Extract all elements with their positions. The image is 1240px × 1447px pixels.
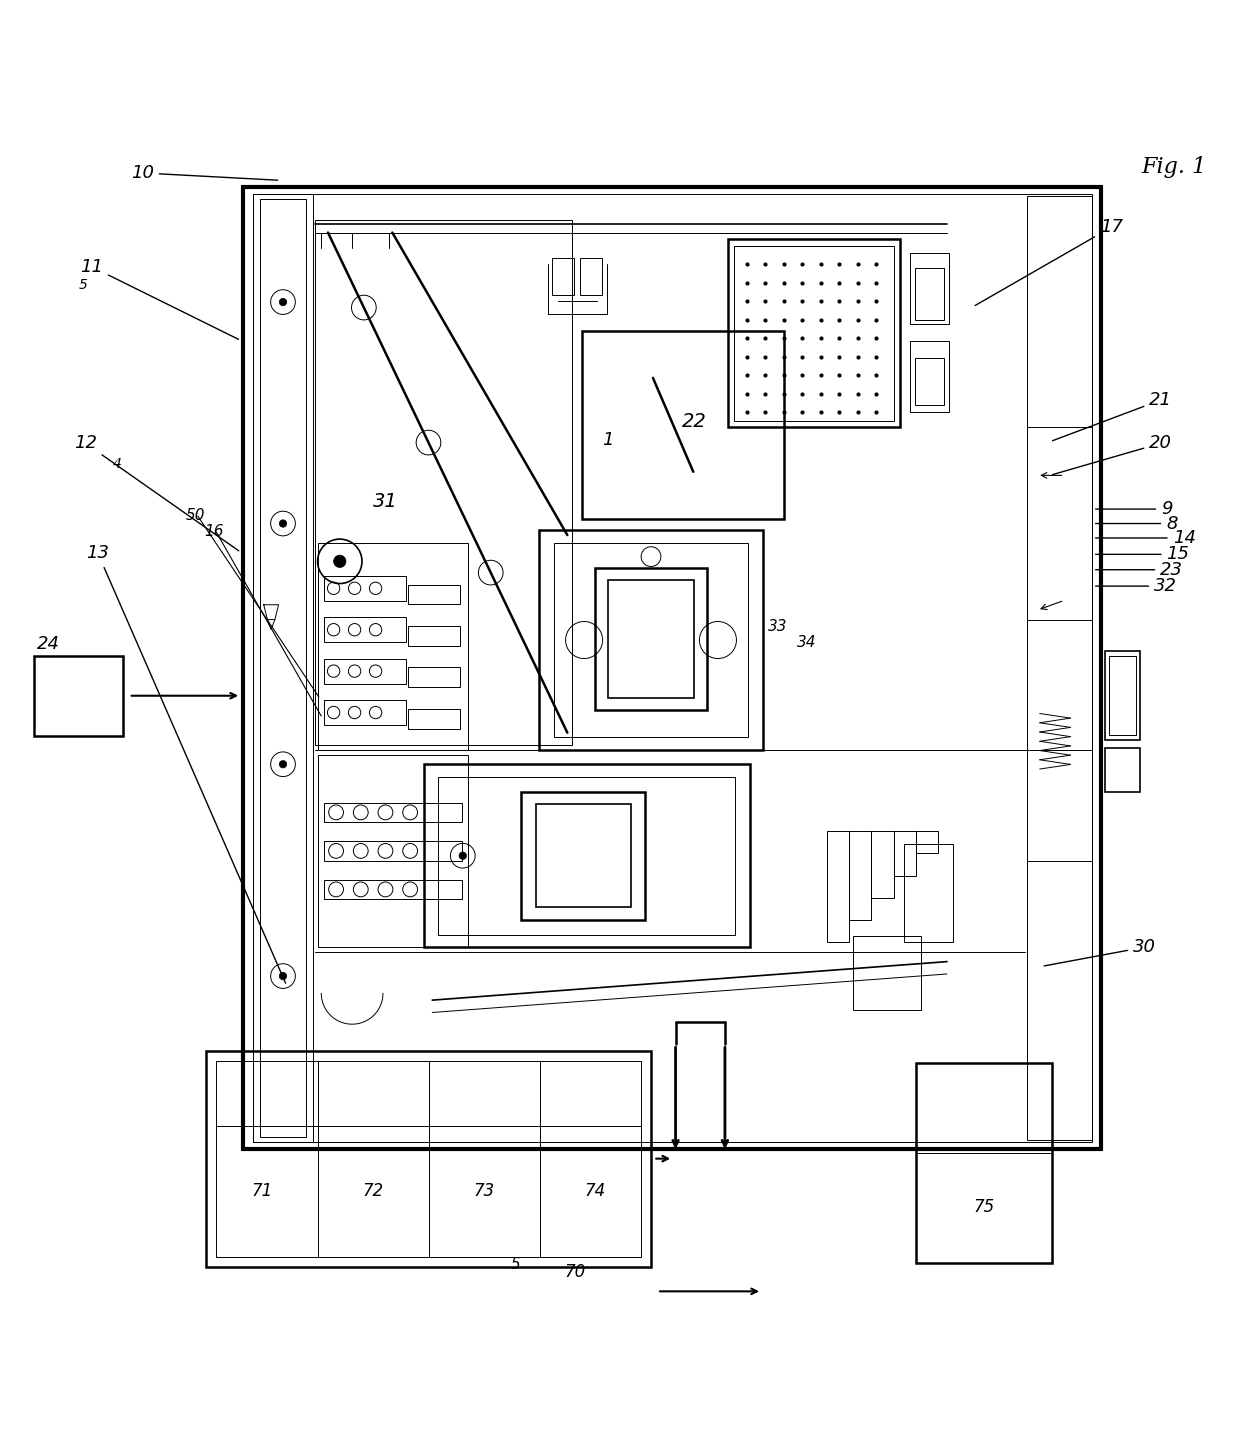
Bar (408, 627, 460, 645)
Bar (324, 841, 461, 861)
Bar (259, 198, 306, 1137)
Bar (915, 357, 944, 405)
Text: 32: 32 (1096, 577, 1177, 595)
Text: 33: 33 (768, 619, 787, 634)
Text: 73: 73 (474, 1182, 495, 1200)
Bar (439, 777, 735, 935)
Bar (904, 844, 954, 942)
Circle shape (459, 852, 466, 860)
Bar (1105, 651, 1140, 741)
Bar (916, 1064, 1052, 1263)
Bar (728, 239, 900, 427)
Text: 15: 15 (1096, 546, 1189, 563)
Text: 14: 14 (1096, 530, 1195, 547)
Bar (1028, 197, 1091, 1139)
Circle shape (279, 298, 286, 305)
Circle shape (279, 519, 286, 527)
Bar (580, 258, 603, 295)
Bar (916, 831, 937, 854)
Text: 23: 23 (1096, 561, 1183, 579)
Bar (315, 220, 573, 745)
Bar (317, 754, 467, 948)
Bar (1105, 748, 1140, 792)
Text: 31: 31 (373, 492, 398, 511)
Text: 17: 17 (975, 218, 1122, 305)
Bar (552, 258, 574, 295)
Circle shape (279, 761, 286, 768)
Bar (595, 567, 707, 710)
Bar (33, 655, 123, 737)
Text: 20: 20 (1053, 434, 1172, 475)
Bar (324, 803, 461, 822)
Bar (424, 764, 750, 948)
Text: 22: 22 (682, 411, 707, 431)
Bar (324, 700, 407, 725)
Bar (910, 341, 949, 412)
Bar (216, 1061, 641, 1257)
Text: 5: 5 (510, 1256, 520, 1272)
Bar (408, 585, 460, 605)
Text: 21: 21 (1053, 391, 1172, 441)
Text: 34: 34 (796, 635, 816, 650)
Bar (324, 618, 407, 642)
Bar (539, 530, 763, 750)
Bar (583, 331, 784, 518)
Text: 5: 5 (78, 278, 88, 292)
Text: 30: 30 (1044, 938, 1156, 967)
Bar (207, 1051, 651, 1266)
Bar (408, 709, 460, 729)
Text: 71: 71 (252, 1182, 273, 1200)
Text: 16: 16 (205, 524, 223, 538)
Bar (324, 880, 461, 899)
Bar (554, 543, 748, 738)
Text: 4: 4 (113, 457, 122, 472)
Bar (324, 576, 407, 601)
Bar (253, 194, 312, 1142)
Text: 72: 72 (362, 1182, 383, 1200)
Bar (243, 187, 1101, 1149)
Bar (734, 246, 894, 421)
Text: 12: 12 (74, 434, 239, 551)
Bar (915, 268, 944, 320)
Text: 74: 74 (585, 1182, 606, 1200)
Bar (849, 831, 872, 920)
Text: 11: 11 (81, 258, 238, 340)
Text: 9: 9 (1096, 501, 1173, 518)
Text: 10: 10 (130, 164, 278, 182)
Text: 13: 13 (87, 544, 285, 983)
Circle shape (279, 972, 286, 980)
Bar (853, 936, 920, 1010)
Bar (324, 658, 407, 683)
Bar (910, 253, 949, 324)
Text: 1: 1 (601, 431, 614, 449)
Circle shape (334, 556, 346, 567)
Bar (253, 194, 1091, 1142)
Bar (536, 805, 630, 907)
Text: 8: 8 (1096, 515, 1178, 532)
Bar (608, 580, 694, 697)
Text: 50: 50 (186, 508, 205, 522)
Bar (522, 792, 645, 920)
Text: Fig. 1: Fig. 1 (1141, 156, 1207, 178)
Bar (317, 543, 467, 750)
Bar (827, 831, 849, 942)
Bar (872, 831, 894, 899)
Bar (1109, 657, 1136, 735)
Bar (408, 667, 460, 687)
Text: 70: 70 (564, 1263, 585, 1281)
Text: 24: 24 (37, 635, 61, 654)
Bar (894, 831, 916, 875)
Text: 75: 75 (973, 1198, 994, 1215)
